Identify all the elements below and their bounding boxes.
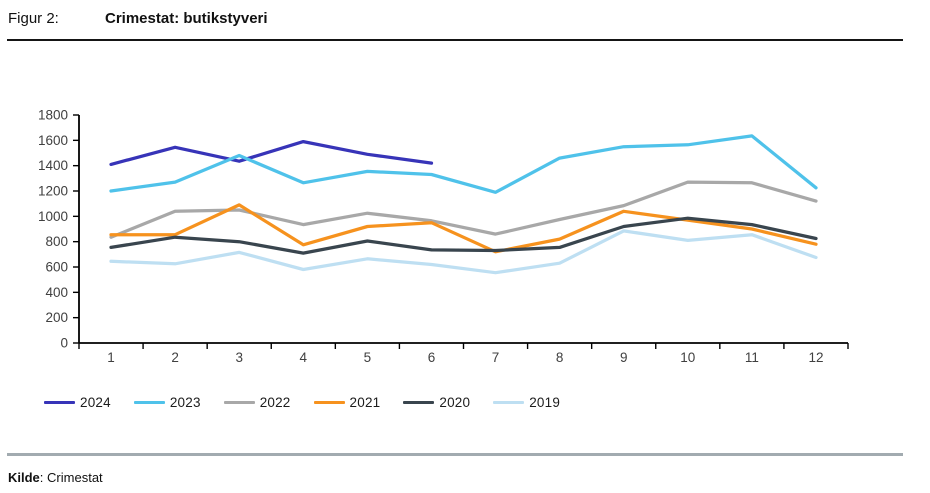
legend-label-2024: 2024 — [80, 394, 111, 410]
header-rule — [7, 39, 903, 41]
y-axis-tick-label: 1000 — [38, 209, 68, 224]
legend-label-2021: 2021 — [349, 394, 381, 410]
y-axis-tick-label: 1400 — [38, 158, 68, 173]
source-value: Crimestat — [47, 470, 103, 485]
legend-label-2023: 2023 — [169, 394, 201, 410]
series-line-2022 — [109, 180, 818, 239]
series-line-2023 — [109, 134, 818, 194]
x-axis-tick-label: 5 — [364, 350, 372, 365]
x-axis-tick-label: 10 — [680, 350, 695, 365]
y-axis-tick-label: 400 — [45, 285, 68, 300]
legend-item-2019: 2019 — [493, 395, 560, 410]
x-axis-tick-label: 2 — [171, 350, 179, 365]
x-axis-tick-label: 11 — [745, 350, 759, 365]
x-axis-tick-label: 1 — [107, 350, 115, 365]
x-axis-tick-label: 6 — [428, 350, 436, 365]
source-label: Kilde — [8, 470, 40, 485]
legend-label-2019: 2019 — [529, 394, 561, 410]
legend-line-swatch-2024 — [44, 400, 75, 404]
figure-title: Crimestat: butikstyveri — [105, 10, 268, 27]
y-axis-tick-label: 1800 — [38, 108, 68, 123]
legend-item-2022: 2022 — [223, 394, 291, 410]
legend-label-2020: 2020 — [439, 394, 471, 410]
legend-label-2022: 2022 — [259, 394, 291, 410]
y-axis-tick-label: 200 — [45, 310, 68, 325]
y-axis-tick-label: 600 — [45, 260, 68, 275]
source-colon: : — [39, 470, 44, 485]
series-line-2020 — [109, 216, 818, 255]
source-note: Kilde: Crimestat — [8, 470, 103, 485]
legend-line-swatch-2022 — [223, 400, 255, 404]
series-line-2019 — [109, 229, 818, 275]
legend-item-2023: 2023 — [133, 394, 201, 410]
x-axis-tick-label: 7 — [492, 350, 500, 365]
legend-line-swatch-2021 — [313, 400, 345, 404]
y-axis-tick-label: 1600 — [38, 133, 68, 148]
x-axis-tick-label: 12 — [808, 350, 823, 365]
x-axis-tick-label: 4 — [300, 350, 308, 365]
legend-item-2020: 2020 — [403, 395, 470, 410]
y-axis-tick-label: 800 — [45, 234, 68, 249]
chart-legend: 2024 2023 2022 2021 2020 2019 — [44, 394, 583, 410]
figure-number-label: Figur 2: — [8, 10, 59, 27]
legend-line-swatch-2020 — [403, 400, 435, 404]
x-axis-tick-label: 8 — [556, 350, 564, 365]
x-axis-tick-label: 3 — [235, 350, 243, 365]
legend-item-2024: 2024 — [44, 395, 111, 410]
footer-rule — [7, 453, 903, 456]
figure-header: Figur 2: Crimestat: butikstyveri — [8, 10, 268, 27]
series-line-2021 — [109, 203, 818, 254]
legend-item-2021: 2021 — [313, 394, 381, 410]
legend-line-swatch-2023 — [133, 400, 165, 404]
y-axis-tick-label: 1200 — [38, 184, 68, 199]
x-axis-tick-label: 9 — [620, 350, 628, 365]
legend-line-swatch-2019 — [493, 400, 525, 404]
y-axis-tick-label: 0 — [60, 336, 68, 351]
series-line-2024 — [109, 139, 434, 167]
